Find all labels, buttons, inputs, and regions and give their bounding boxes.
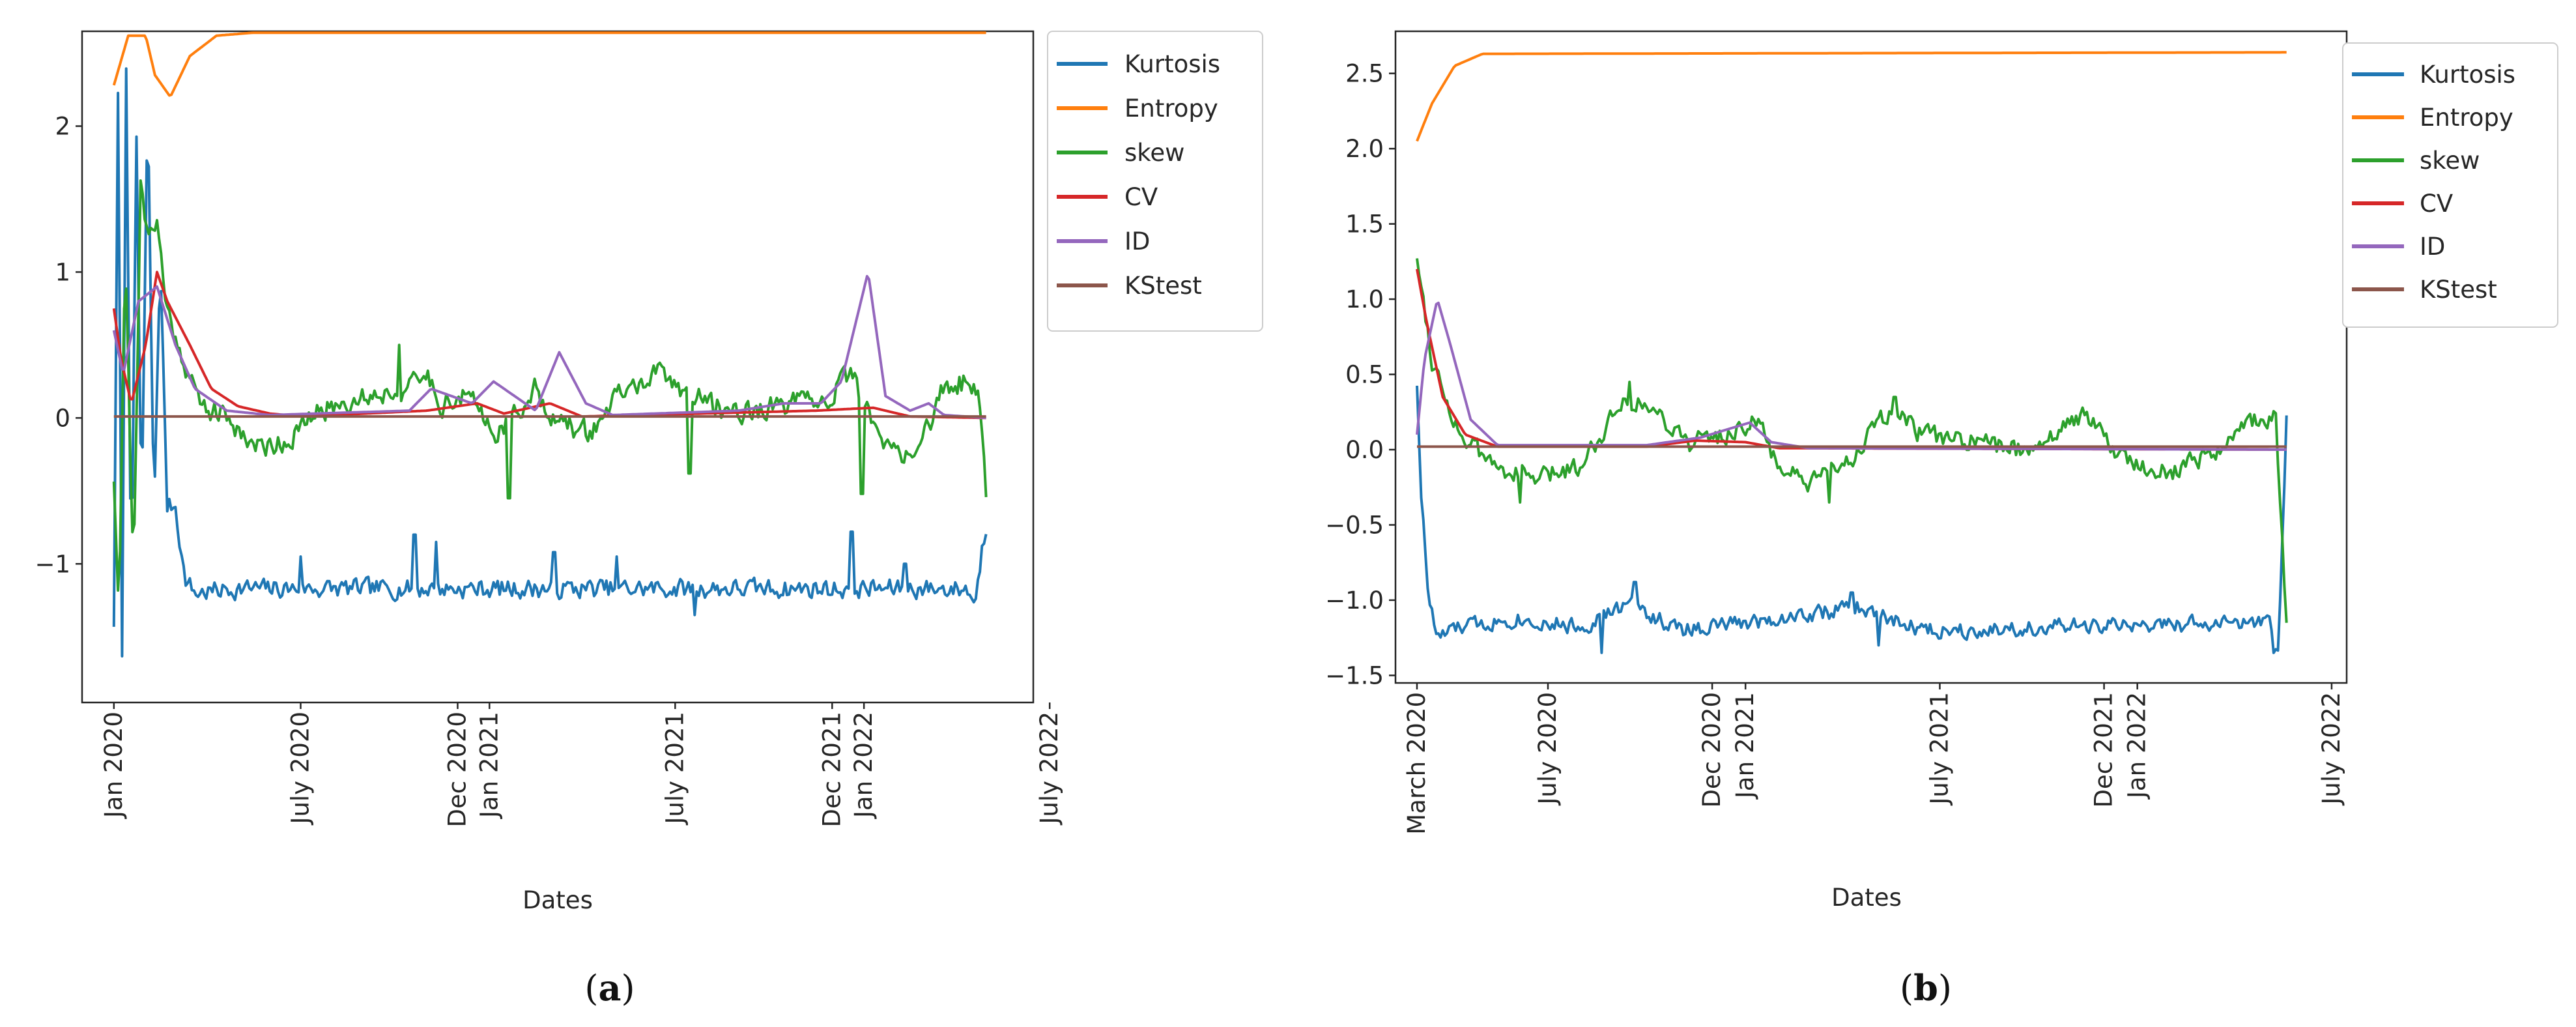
series-line-cv bbox=[112, 270, 986, 420]
legend-item: CV bbox=[2352, 190, 2453, 218]
chart-panel-b: 2.5 2.0 1.5 1.0 0.5 0.0 −0.5 −1.0 −1.5 March 2020… bbox=[1325, 30, 2558, 1009]
plot-area bbox=[81, 30, 1035, 704]
x-tick-label: July 2021 bbox=[1925, 692, 1953, 805]
legend-label: CV bbox=[2420, 190, 2453, 218]
legend-label: Entropy bbox=[2420, 104, 2513, 132]
y-tick-label: 1.5 bbox=[1345, 210, 1384, 239]
series-lines bbox=[1416, 51, 2288, 654]
legend-label: ID bbox=[1124, 227, 1150, 255]
y-tick-label: 2.0 bbox=[1345, 135, 1384, 163]
legend-item: Entropy bbox=[1057, 94, 1218, 123]
series-line-kurtosis bbox=[1416, 385, 2288, 654]
x-tick-label: Jan 2020 bbox=[100, 712, 128, 819]
series-line-kurtosis bbox=[112, 67, 988, 658]
legend-item: skew bbox=[2352, 147, 2480, 175]
x-tick-label: July 2022 bbox=[1035, 712, 1063, 825]
x-tick-label: March 2020 bbox=[1403, 692, 1431, 835]
legend-item: KStest bbox=[2352, 276, 2497, 304]
tick-marks: 2.5 2.0 1.5 1.0 0.5 0.0 −0.5 −1.0 −1.5 March 2020… bbox=[1325, 60, 2345, 835]
legend-label: CV bbox=[1124, 183, 1158, 211]
x-tick-label: July 2022 bbox=[2317, 692, 2345, 805]
y-tick-label: −1 bbox=[35, 550, 70, 578]
tick-marks: 2 1 0 −1 Jan 2020 July 2020 Dec 2020 Jan 2021 Ju… bbox=[35, 113, 1063, 828]
y-tick-label: 1.0 bbox=[1345, 285, 1384, 313]
x-tick-label: Dec 2021 bbox=[818, 712, 846, 828]
legend: Kurtosis Entropy skew CV ID KStest bbox=[1047, 31, 1263, 332]
x-tick-label: Jan 2022 bbox=[850, 712, 878, 819]
x-tick-label: Jan 2021 bbox=[475, 712, 503, 819]
legend-item: ID bbox=[2352, 233, 2445, 261]
panel-label-a: (a) bbox=[584, 967, 635, 1009]
y-tick-label: 0.5 bbox=[1345, 361, 1384, 389]
x-axis-label: Dates bbox=[1831, 884, 1902, 912]
x-tick-label: July 2020 bbox=[1534, 692, 1562, 805]
y-tick-label: 1 bbox=[55, 258, 70, 286]
x-tick-label: Dec 2020 bbox=[1698, 692, 1726, 808]
y-tick-label: 2 bbox=[55, 113, 70, 141]
legend-item: KStest bbox=[1057, 272, 1202, 300]
x-tick-label: Jan 2022 bbox=[2123, 692, 2151, 800]
legend-item: CV bbox=[1057, 183, 1158, 211]
y-tick-label: 0 bbox=[55, 404, 70, 432]
x-tick-label: July 2020 bbox=[286, 712, 314, 825]
legend-label: KStest bbox=[1124, 272, 1202, 300]
plot-area bbox=[1394, 30, 2348, 684]
legend-item: Kurtosis bbox=[1057, 50, 1220, 78]
chart-panel-a: 2 1 0 −1 Jan 2020 July 2020 Dec 2020 Jan 2021 Ju… bbox=[35, 30, 1263, 1009]
legend-label: ID bbox=[2420, 233, 2445, 261]
legend-item: Kurtosis bbox=[2352, 61, 2515, 89]
legend-label: Entropy bbox=[1124, 94, 1218, 123]
legend-item: ID bbox=[1057, 227, 1150, 255]
series-line-entropy bbox=[112, 31, 986, 97]
legend-item: Entropy bbox=[2352, 104, 2513, 132]
series-line-id bbox=[112, 274, 986, 420]
x-tick-label: Dec 2021 bbox=[2090, 692, 2118, 808]
legend: Kurtosis Entropy skew CV ID KStest bbox=[2342, 42, 2558, 328]
y-tick-label: −1.0 bbox=[1325, 586, 1384, 615]
legend-label: Kurtosis bbox=[1124, 50, 1220, 78]
series-line-entropy bbox=[1416, 51, 2287, 142]
series-line-skew bbox=[1416, 258, 2288, 623]
y-tick-label: −1.5 bbox=[1325, 661, 1384, 689]
legend-label: skew bbox=[2420, 147, 2480, 175]
legend-label: Kurtosis bbox=[2420, 61, 2515, 89]
series-line-skew bbox=[112, 179, 988, 592]
x-tick-label: Dec 2020 bbox=[443, 712, 471, 828]
panel-label-b: (b) bbox=[1900, 967, 1952, 1009]
series-lines bbox=[112, 31, 988, 658]
y-tick-label: −0.5 bbox=[1325, 512, 1384, 540]
x-tick-label: July 2021 bbox=[661, 712, 689, 825]
legend-frame bbox=[2342, 42, 2558, 328]
series-line-cv bbox=[1416, 268, 2287, 451]
y-tick-label: 0.0 bbox=[1345, 436, 1384, 464]
legend-label: skew bbox=[1124, 139, 1184, 167]
series-line-id bbox=[1416, 301, 2287, 451]
legend-label: KStest bbox=[2420, 276, 2497, 304]
x-axis-label: Dates bbox=[522, 886, 593, 914]
x-tick-label: Jan 2021 bbox=[1731, 692, 1759, 800]
y-tick-label: 2.5 bbox=[1345, 60, 1384, 88]
legend-item: skew bbox=[1057, 139, 1184, 167]
